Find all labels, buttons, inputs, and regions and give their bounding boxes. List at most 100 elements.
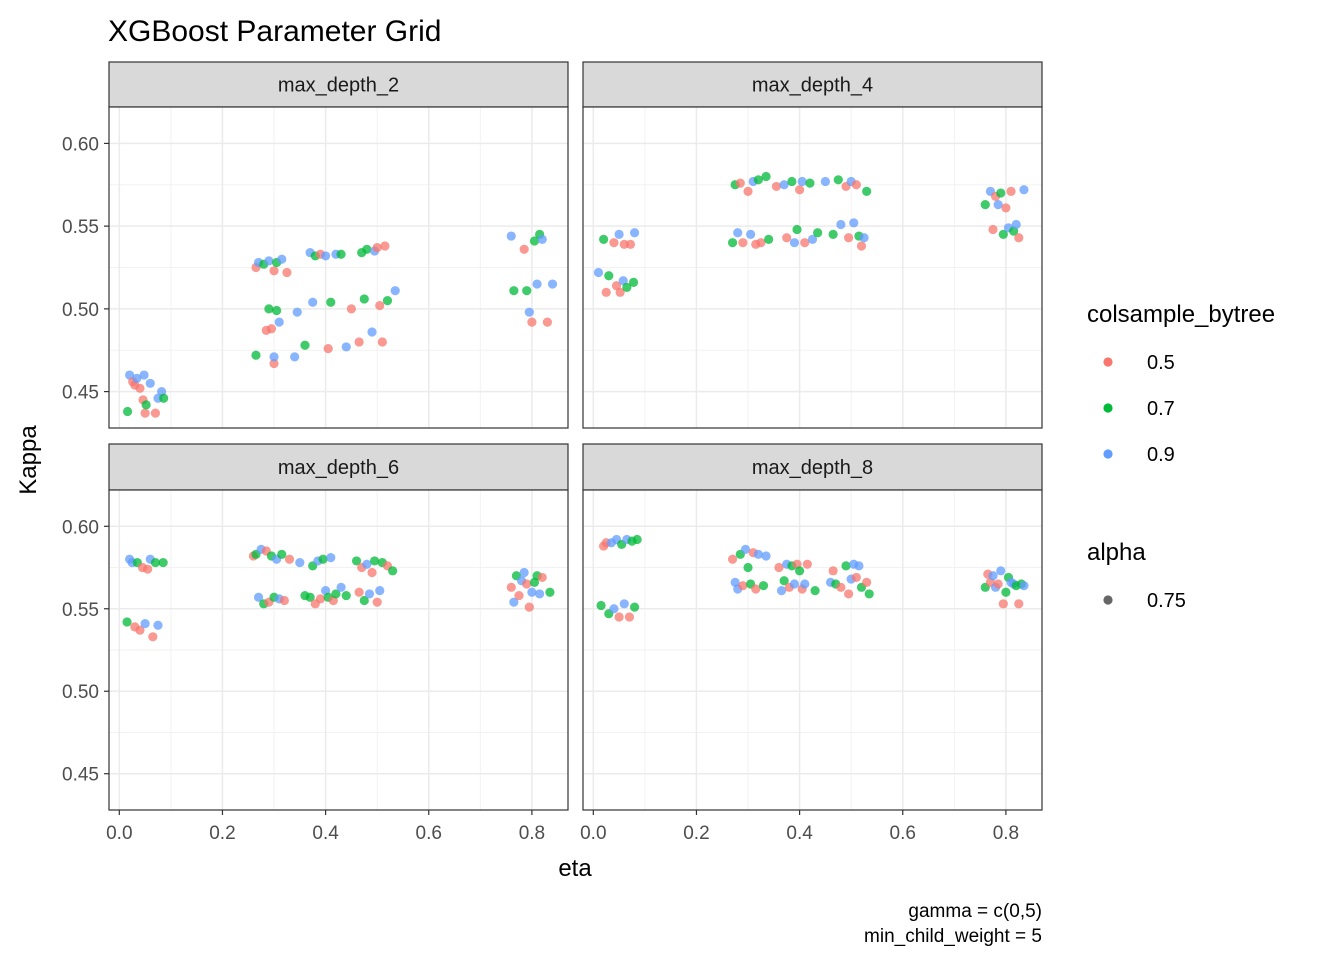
data-point: [300, 340, 310, 350]
data-point: [336, 582, 346, 592]
data-point: [135, 383, 145, 393]
data-point: [143, 564, 153, 574]
data-point: [251, 350, 261, 360]
data-point: [998, 599, 1008, 609]
data-point: [542, 317, 552, 327]
data-point: [359, 595, 369, 606]
legend-title: colsample_bytree: [1087, 301, 1275, 328]
data-point: [148, 632, 158, 642]
data-point: [862, 577, 872, 587]
data-point: [993, 200, 1003, 210]
data-point: [761, 551, 771, 561]
data-point: [519, 244, 529, 254]
data-point: [789, 238, 800, 248]
data-point: [150, 408, 161, 418]
legend-key: [1103, 357, 1113, 367]
data-point: [545, 587, 555, 597]
data-point: [290, 352, 300, 362]
data-point: [727, 554, 738, 564]
data-point: [1019, 581, 1029, 591]
data-point: [308, 297, 318, 307]
data-point: [269, 358, 279, 369]
data-point: [851, 572, 861, 583]
data-point: [1001, 587, 1011, 597]
data-point: [321, 251, 331, 261]
data-point: [776, 586, 787, 596]
data-point: [800, 579, 810, 589]
data-point: [315, 594, 326, 604]
x-tick-label: 0.8: [993, 823, 1019, 844]
data-point: [370, 556, 380, 566]
data-point: [264, 304, 274, 314]
data-point: [993, 579, 1003, 589]
data-point: [851, 180, 861, 190]
data-point: [524, 602, 534, 612]
data-point: [375, 300, 385, 311]
data-point: [996, 566, 1006, 576]
legend-key: [1103, 449, 1113, 459]
panel-border: [582, 106, 1043, 429]
data-point: [609, 238, 619, 248]
y-axis-label: Kappa: [15, 425, 42, 495]
data-point: [836, 582, 846, 592]
data-point: [836, 219, 846, 230]
data-point: [629, 228, 640, 238]
data-point: [331, 589, 341, 599]
data-point: [532, 279, 542, 289]
legend-key: [1103, 595, 1113, 605]
y-tick-label: 0.55: [62, 600, 99, 621]
y-tick-label: 0.45: [62, 383, 99, 404]
data-point: [628, 277, 639, 287]
data-point: [132, 373, 142, 383]
data-point: [122, 617, 132, 627]
data-point: [372, 597, 382, 607]
x-tick-label: 0.4: [786, 823, 813, 844]
x-tick-label: 0.0: [106, 823, 132, 844]
caption-line-1: gamma = c(0,5): [908, 901, 1042, 922]
data-point: [833, 175, 843, 185]
data-point: [377, 337, 387, 347]
facet-panel: max_depth_4: [582, 61, 1043, 429]
data-point: [1006, 186, 1016, 196]
facet-panel: max_depth_6: [108, 443, 569, 811]
data-point: [372, 243, 382, 253]
data-point: [141, 400, 151, 410]
data-point: [1014, 233, 1024, 243]
chart-title: XGBoost Parameter Grid: [108, 15, 441, 48]
data-point: [274, 317, 284, 327]
data-point: [751, 584, 761, 594]
data-point: [326, 297, 336, 307]
data-point: [632, 534, 642, 545]
data-point: [862, 186, 872, 196]
data-point: [609, 604, 619, 614]
data-point: [864, 589, 874, 599]
data-point: [159, 393, 169, 403]
data-point: [774, 562, 784, 573]
data-point: [779, 576, 789, 586]
data-point: [364, 589, 375, 599]
data-point: [341, 590, 351, 601]
data-point: [359, 294, 369, 304]
data-point: [362, 559, 372, 569]
data-point: [323, 343, 333, 354]
data-point: [988, 224, 998, 235]
data-point: [805, 178, 815, 188]
data-point: [802, 559, 812, 569]
data-point: [341, 342, 351, 352]
data-point: [738, 581, 748, 591]
data-point: [506, 582, 516, 592]
data-point: [758, 581, 769, 591]
data-point: [1001, 203, 1011, 213]
data-point: [810, 586, 820, 596]
data-point: [820, 176, 830, 187]
data-point: [743, 186, 753, 196]
data-point: [615, 287, 625, 297]
data-point: [380, 241, 390, 251]
data-point: [593, 267, 604, 278]
facet-strip-label: max_depth_4: [752, 75, 873, 97]
data-point: [367, 327, 377, 337]
data-point: [624, 612, 635, 622]
data-point: [841, 561, 851, 571]
data-point: [740, 544, 751, 554]
